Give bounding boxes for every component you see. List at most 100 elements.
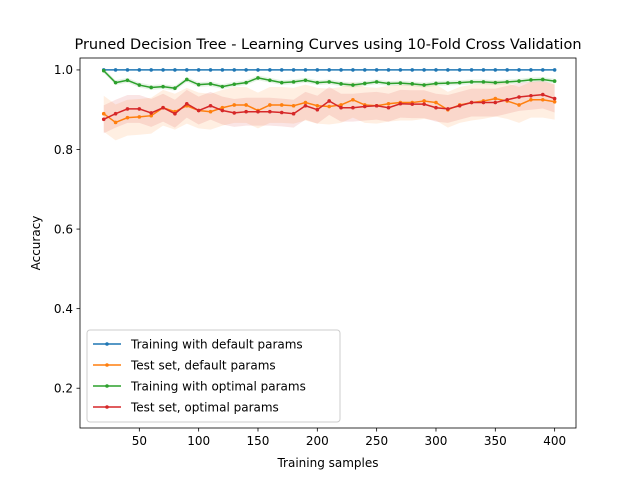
data-point-3-37	[540, 92, 545, 97]
data-point-2-16	[291, 80, 296, 84]
data-point-2-21	[351, 83, 355, 87]
data-point-3-27	[422, 102, 426, 106]
data-point-3-21	[351, 105, 355, 110]
x-axis-ticks: 50 100 150 200 250 300 350 400	[132, 428, 566, 448]
y-tick-label: 0.4	[54, 302, 73, 316]
data-point-2-37	[540, 77, 545, 82]
data-point-3-33	[493, 100, 498, 105]
data-point-0-4	[149, 68, 153, 72]
legend-label: Training with default params	[130, 337, 303, 351]
data-point-3-26	[410, 102, 415, 106]
data-point-3-4	[149, 111, 153, 115]
x-tick-label: 300	[425, 434, 448, 448]
data-point-2-11	[232, 82, 237, 87]
data-point-2-9	[208, 82, 213, 86]
data-point-2-13	[256, 76, 260, 80]
data-point-2-18	[315, 80, 320, 85]
data-point-1-33	[493, 96, 498, 101]
data-point-1-9	[208, 109, 213, 114]
data-point-0-25	[398, 68, 403, 72]
data-point-3-15	[279, 110, 284, 115]
data-point-0-29	[446, 68, 450, 72]
data-point-1-2	[125, 115, 130, 120]
data-point-0-34	[505, 68, 509, 72]
data-point-2-23	[374, 80, 379, 84]
data-point-3-8	[196, 108, 201, 113]
data-point-1-4	[149, 113, 153, 118]
data-point-1-27	[422, 99, 426, 103]
data-point-3-16	[291, 111, 296, 116]
data-point-3-12	[244, 109, 248, 114]
data-point-0-23	[374, 68, 379, 72]
data-point-2-28	[434, 81, 438, 86]
legend: Training with default params Test set, de…	[86, 329, 341, 423]
data-point-0-15	[279, 68, 284, 72]
data-point-3-10	[220, 108, 225, 113]
data-point-0-36	[529, 68, 533, 72]
data-point-3-0	[101, 117, 106, 122]
data-point-0-33	[493, 68, 498, 72]
data-point-1-24	[386, 101, 391, 106]
data-point-3-38	[552, 96, 557, 101]
data-point-1-15	[279, 103, 284, 107]
data-point-2-34	[505, 80, 509, 84]
data-point-0-7	[184, 68, 189, 72]
data-point-2-26	[410, 82, 415, 86]
data-point-1-12	[244, 103, 248, 107]
data-point-3-29	[446, 107, 450, 111]
x-tick-label: 200	[306, 434, 329, 448]
data-point-2-5	[161, 84, 165, 89]
data-point-1-37	[540, 97, 545, 102]
data-point-2-17	[303, 78, 308, 83]
data-point-0-16	[291, 68, 296, 72]
data-point-0-19	[327, 68, 331, 72]
data-point-0-8	[196, 68, 201, 72]
chart-title: Pruned Decision Tree - Learning Curves u…	[74, 37, 581, 53]
data-point-3-31	[469, 100, 474, 105]
data-point-3-20	[339, 105, 343, 110]
data-point-1-18	[315, 103, 320, 108]
data-point-2-25	[398, 81, 403, 85]
data-point-0-13	[256, 68, 260, 72]
data-point-2-36	[529, 78, 533, 82]
data-point-1-20	[339, 103, 343, 107]
data-point-1-21	[351, 97, 355, 102]
data-point-3-35	[517, 95, 521, 99]
x-tick-label: 50	[132, 434, 147, 448]
data-point-0-24	[386, 68, 391, 72]
legend-label: Training with optimal params	[130, 379, 306, 393]
x-tick-label: 350	[484, 434, 507, 448]
plot-frame	[79, 57, 577, 429]
data-point-2-7	[184, 77, 189, 82]
data-point-3-19	[327, 99, 331, 103]
data-point-3-24	[386, 105, 391, 110]
data-point-0-35	[517, 68, 521, 72]
data-point-0-27	[422, 68, 426, 72]
data-point-0-30	[457, 68, 462, 72]
x-tick-label: 250	[365, 434, 388, 448]
data-point-1-17	[303, 100, 308, 105]
data-point-1-11	[232, 103, 237, 107]
legend-label: Test set, optimal params	[130, 400, 279, 414]
data-point-1-38	[552, 99, 557, 104]
data-point-3-23	[374, 103, 379, 108]
data-point-1-28	[434, 100, 438, 105]
data-point-0-38	[552, 68, 557, 72]
x-tick-label: 150	[247, 434, 270, 448]
y-tick-label: 0.2	[54, 382, 73, 396]
data-point-2-32	[481, 80, 486, 84]
data-point-2-15	[279, 80, 284, 85]
data-point-3-9	[208, 103, 213, 108]
data-point-0-12	[244, 68, 248, 72]
legend-label: Test set, default params	[130, 358, 276, 372]
data-point-2-12	[244, 80, 248, 85]
data-point-2-1	[113, 80, 118, 85]
data-point-1-1	[113, 120, 118, 125]
y-axis-ticks: 0.2 0.4 0.6 0.8 1.0	[54, 63, 80, 396]
data-point-0-17	[303, 68, 308, 72]
data-point-2-2	[125, 78, 130, 83]
data-point-3-18	[315, 107, 320, 112]
data-point-3-2	[125, 107, 130, 111]
data-point-0-31	[469, 68, 474, 72]
data-point-0-14	[268, 68, 272, 72]
